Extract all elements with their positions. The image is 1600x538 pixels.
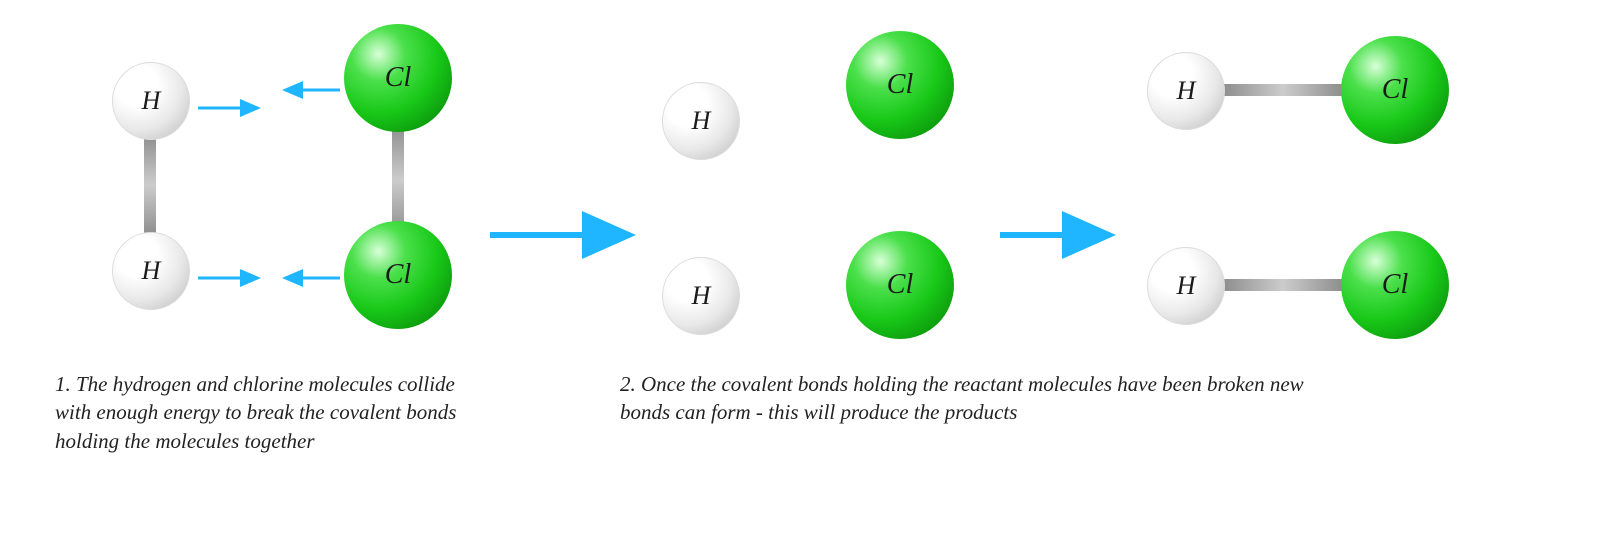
atom-label: H (692, 106, 711, 136)
atom-chlorine: Cl (1341, 36, 1449, 144)
atom-label: Cl (887, 69, 913, 101)
atom-label: Cl (887, 269, 913, 301)
caption-step-1: 1. The hydrogen and chlorine molecules c… (55, 370, 475, 455)
atom-hydrogen: H (1147, 52, 1225, 130)
atom-label: Cl (1382, 74, 1408, 106)
atom-chlorine: Cl (1341, 231, 1449, 339)
atom-hydrogen: H (662, 257, 740, 335)
atom-hydrogen: H (662, 82, 740, 160)
atom-label: Cl (1382, 269, 1408, 301)
bond-hcl (1218, 279, 1348, 291)
atom-label: H (1177, 271, 1196, 301)
bond-hcl (1218, 84, 1348, 96)
atom-label: H (692, 281, 711, 311)
atom-hydrogen: H (1147, 247, 1225, 325)
atom-label: H (1177, 76, 1196, 106)
caption-step-2: 2. Once the covalent bonds holding the r… (620, 370, 1340, 427)
atom-chlorine: Cl (846, 31, 954, 139)
atom-chlorine: Cl (846, 231, 954, 339)
